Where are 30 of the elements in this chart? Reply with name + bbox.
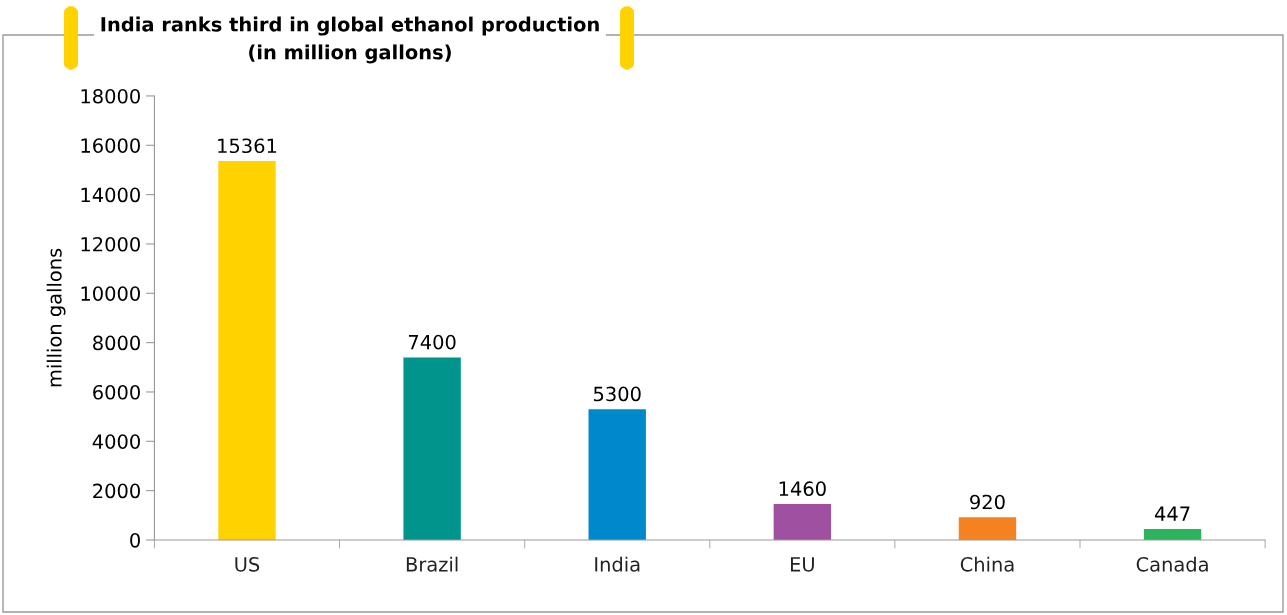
- y-tick-label: 18000: [81, 88, 140, 104]
- x-tick-label: India: [595, 556, 640, 572]
- chart-title: India ranks third in global ethanol production (in million gallons): [101, 16, 599, 64]
- y-tick-label: 6000: [93, 384, 140, 400]
- bar: [773, 503, 832, 540]
- x-tick-label: China: [960, 556, 1014, 572]
- data-label: 1460: [779, 481, 826, 497]
- data-label: 7400: [408, 334, 456, 350]
- data-label: 5300: [593, 386, 641, 402]
- y-tick-label: 0: [130, 532, 140, 548]
- bar: [218, 161, 276, 540]
- data-label: 920: [970, 494, 1005, 510]
- y-tick-label: 10000: [81, 286, 140, 301]
- bar: [958, 517, 1017, 540]
- x-tick-label: US: [235, 556, 260, 572]
- y-tick-label: 4000: [92, 434, 140, 449]
- bar: [588, 409, 646, 540]
- x-tick-label: Canada: [1136, 556, 1208, 572]
- bar: [403, 357, 461, 540]
- data-label: 447: [1154, 506, 1190, 521]
- y-axis-title: million gallons: [46, 248, 66, 387]
- x-tick-label: Brazil: [406, 556, 458, 572]
- data-label: 15361: [218, 138, 277, 154]
- y-tick-label: 12000: [81, 236, 140, 252]
- x-tick-label: EU: [790, 557, 814, 572]
- y-tick-label: 14000: [81, 187, 140, 203]
- y-tick-label: 16000: [81, 138, 140, 153]
- bar: [1143, 528, 1202, 540]
- y-tick-label: 8000: [93, 335, 140, 351]
- y-tick-label: 2000: [93, 483, 140, 499]
